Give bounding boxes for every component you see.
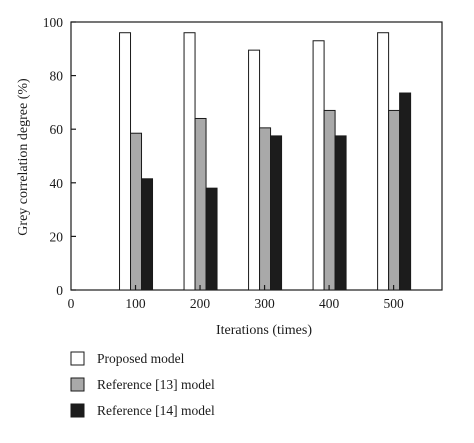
y-tick-label: 0	[56, 283, 63, 298]
legend-label-3: Reference [14] model	[97, 403, 215, 418]
legend-swatch-2	[70, 377, 85, 392]
bar-series3-200	[205, 187, 218, 291]
bar-series2-200	[194, 117, 207, 291]
y-axis-title: Grey correlation degree (%)	[16, 78, 31, 236]
x-axis-title: Iterations (times)	[216, 323, 312, 338]
bar-series3-500	[399, 92, 412, 291]
bars	[119, 32, 412, 291]
x-tick-label: 500	[383, 296, 404, 311]
bar-series3-300	[270, 135, 283, 291]
x-tick-label: 100	[125, 296, 146, 311]
y-tick-label: 80	[50, 69, 64, 84]
bar-series1-500	[377, 32, 390, 291]
y-tick-label: 20	[50, 229, 64, 244]
bar-series3-100	[141, 178, 154, 291]
x-tick-label: 0	[68, 296, 75, 311]
y-tick-label: 60	[50, 122, 64, 137]
bar-series2-100	[130, 132, 143, 291]
y-tick-label: 100	[43, 15, 64, 30]
bar-series2-400	[323, 109, 336, 291]
legend-label-1: Proposed model	[97, 351, 185, 366]
x-tick-label: 300	[254, 296, 275, 311]
tick-labels: 0 20 40 60 80 100 0 100 200 300 400 500	[43, 15, 404, 311]
bar-series2-500	[388, 109, 401, 291]
x-tick-label: 400	[319, 296, 340, 311]
bar-series2-300	[259, 127, 272, 291]
bar-series3-400	[334, 135, 347, 291]
bar-series1-400	[312, 40, 325, 291]
axes	[71, 21, 395, 291]
legend-swatch-3	[70, 403, 85, 418]
y-tick-label: 40	[50, 176, 64, 191]
bar-series1-200	[183, 32, 196, 291]
x-tick-label: 200	[190, 296, 211, 311]
legend-label-2: Reference [13] model	[97, 377, 215, 392]
legend: Proposed model Reference [13] model Refere…	[70, 351, 215, 418]
bar-series1-100	[119, 32, 132, 291]
legend-swatch-1	[70, 351, 85, 366]
bar-series1-300	[248, 49, 261, 291]
